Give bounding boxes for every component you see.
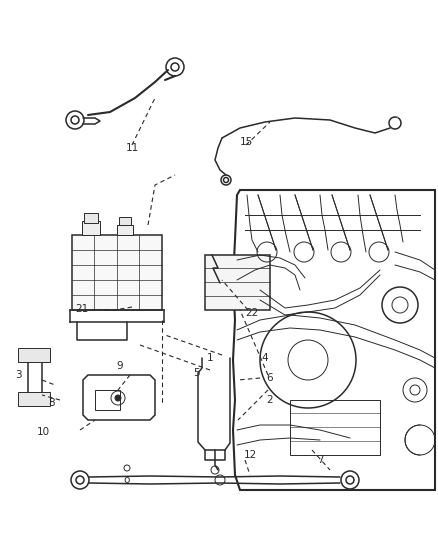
Text: 11: 11	[125, 143, 138, 153]
Text: o: o	[124, 475, 130, 485]
Text: 8: 8	[49, 398, 55, 408]
FancyBboxPatch shape	[18, 392, 50, 406]
Text: 2: 2	[267, 395, 273, 405]
Text: 4: 4	[261, 353, 268, 363]
Text: 12: 12	[244, 450, 257, 460]
FancyBboxPatch shape	[72, 235, 162, 310]
FancyBboxPatch shape	[82, 221, 100, 235]
Text: 5: 5	[194, 368, 200, 378]
Text: 7: 7	[317, 455, 323, 465]
Text: 3: 3	[15, 370, 21, 380]
FancyBboxPatch shape	[84, 213, 98, 223]
Text: 1: 1	[207, 353, 213, 363]
Circle shape	[115, 395, 121, 401]
Text: 21: 21	[75, 304, 88, 314]
FancyBboxPatch shape	[117, 225, 133, 235]
Text: 10: 10	[36, 427, 49, 437]
FancyBboxPatch shape	[119, 217, 131, 225]
FancyBboxPatch shape	[205, 255, 270, 310]
Text: 22: 22	[245, 308, 258, 318]
FancyBboxPatch shape	[18, 348, 50, 362]
Text: 6: 6	[267, 373, 273, 383]
Text: 15: 15	[240, 137, 253, 147]
Text: 9: 9	[117, 361, 124, 371]
